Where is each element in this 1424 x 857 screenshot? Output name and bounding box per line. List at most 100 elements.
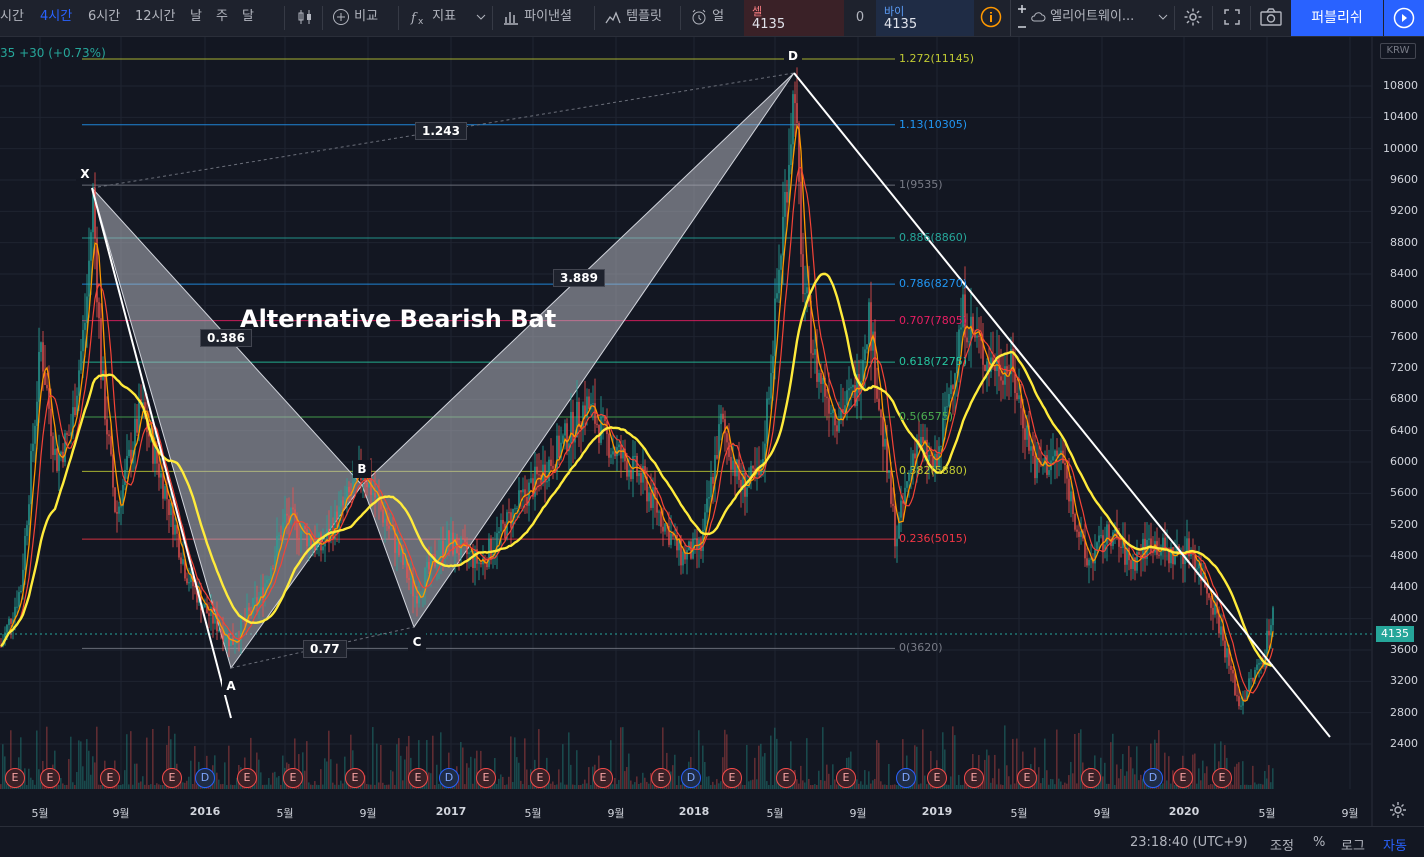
auto-toggle[interactable]: 자동 bbox=[1383, 839, 1407, 854]
earnings-event-marker[interactable]: E bbox=[722, 768, 742, 788]
axis-settings-button[interactable] bbox=[1388, 800, 1408, 824]
earnings-event-marker[interactable]: E bbox=[927, 768, 947, 788]
earnings-event-marker[interactable]: E bbox=[1212, 768, 1232, 788]
volume-bar bbox=[926, 784, 928, 789]
volume-bar bbox=[424, 784, 426, 789]
candle-body bbox=[248, 607, 250, 611]
volume-bar bbox=[1190, 785, 1192, 789]
publish-button[interactable]: 퍼블리쉬 bbox=[1291, 0, 1383, 36]
dividend-event-marker[interactable]: D bbox=[195, 768, 215, 788]
moving-average-line[interactable] bbox=[0, 167, 1274, 694]
candle-body bbox=[88, 260, 90, 297]
layout-selector[interactable]: 엘리어트웨이... bbox=[1030, 0, 1134, 36]
snapshot-button[interactable] bbox=[1260, 0, 1282, 36]
earnings-event-marker[interactable]: E bbox=[776, 768, 796, 788]
interval-day[interactable]: 날 bbox=[190, 9, 202, 24]
volume-bar bbox=[962, 784, 964, 789]
adjust-toggle[interactable]: 조정 bbox=[1270, 839, 1294, 854]
volume-bar bbox=[118, 784, 120, 789]
indicators-dropdown[interactable] bbox=[476, 0, 486, 36]
moving-average-line[interactable] bbox=[0, 123, 1274, 702]
publish-options-button[interactable] bbox=[1384, 0, 1424, 36]
earnings-event-marker[interactable]: E bbox=[283, 768, 303, 788]
volume-bar bbox=[90, 774, 92, 789]
candle-body bbox=[722, 413, 724, 420]
fullscreen-button[interactable] bbox=[1223, 0, 1241, 36]
dividend-event-marker[interactable]: D bbox=[681, 768, 701, 788]
sell-button[interactable]: 셀 4135 bbox=[744, 0, 844, 36]
candle-body bbox=[786, 191, 788, 203]
earnings-event-marker[interactable]: E bbox=[100, 768, 120, 788]
earnings-event-marker[interactable]: E bbox=[1017, 768, 1037, 788]
settings-button[interactable] bbox=[1183, 0, 1203, 36]
interval-4h[interactable]: 4시간 bbox=[40, 9, 73, 24]
dividend-event-marker[interactable]: D bbox=[1143, 768, 1163, 788]
layout-dropdown[interactable] bbox=[1158, 0, 1168, 36]
minus-icon[interactable] bbox=[1016, 21, 1028, 33]
volume-bar bbox=[808, 778, 810, 789]
candle-body bbox=[78, 370, 80, 396]
earnings-event-marker[interactable]: E bbox=[5, 768, 25, 788]
earnings-event-marker[interactable]: E bbox=[836, 768, 856, 788]
volume-bar bbox=[210, 784, 212, 789]
moving-average-line[interactable] bbox=[0, 272, 1274, 667]
candle-body bbox=[1124, 539, 1126, 565]
earnings-event-marker[interactable]: E bbox=[237, 768, 257, 788]
dividend-event-marker[interactable]: D bbox=[439, 768, 459, 788]
volume-bar bbox=[966, 784, 968, 789]
earnings-event-marker[interactable]: E bbox=[1173, 768, 1193, 788]
interval-12h[interactable]: 12시간 bbox=[135, 9, 176, 24]
earnings-event-marker[interactable]: E bbox=[40, 768, 60, 788]
volume-bar bbox=[1204, 773, 1206, 789]
earnings-event-marker[interactable]: E bbox=[408, 768, 428, 788]
candle-body bbox=[558, 435, 560, 458]
percent-toggle[interactable]: % bbox=[1313, 835, 1326, 850]
earnings-event-marker[interactable]: E bbox=[593, 768, 613, 788]
dividend-event-marker[interactable]: D bbox=[896, 768, 916, 788]
interval-month[interactable]: 달 bbox=[242, 9, 254, 24]
templates-button[interactable]: 템플릿 bbox=[604, 0, 662, 36]
compare-button[interactable]: 비교 bbox=[332, 0, 378, 36]
interval-1h[interactable]: 시간 bbox=[0, 9, 24, 24]
price-chart[interactable] bbox=[0, 37, 1424, 826]
earnings-event-marker[interactable]: E bbox=[651, 768, 671, 788]
volume-bar bbox=[616, 784, 618, 789]
candle-body bbox=[94, 187, 96, 239]
trade-info-button[interactable] bbox=[980, 0, 1002, 36]
candle-body bbox=[664, 523, 666, 532]
interval-6h[interactable]: 6시간 bbox=[88, 9, 121, 24]
earnings-event-marker[interactable]: E bbox=[476, 768, 496, 788]
candle-body bbox=[394, 528, 396, 553]
price-axis-label: 7600 bbox=[1390, 329, 1418, 343]
log-toggle[interactable]: 로그 bbox=[1341, 839, 1365, 854]
downtrend-line-xa[interactable] bbox=[91, 187, 232, 719]
price-axis-label: 9200 bbox=[1390, 204, 1418, 218]
candle-body bbox=[920, 436, 922, 448]
alert-button[interactable]: 얼 bbox=[690, 0, 724, 36]
volume-bar bbox=[324, 758, 326, 789]
candle-body bbox=[458, 553, 460, 556]
earnings-event-marker[interactable]: E bbox=[530, 768, 550, 788]
volume-bar bbox=[1108, 783, 1110, 789]
financials-button[interactable]: 파이낸셜 bbox=[502, 0, 572, 36]
volume-bar bbox=[374, 784, 376, 789]
candle-body bbox=[778, 269, 780, 294]
earnings-event-marker[interactable]: E bbox=[1081, 768, 1101, 788]
volume-bar bbox=[676, 784, 678, 789]
candle-body bbox=[514, 508, 516, 510]
earnings-event-marker[interactable]: E bbox=[162, 768, 182, 788]
plus-icon[interactable] bbox=[1016, 3, 1028, 15]
quantity-display[interactable]: 0 bbox=[844, 0, 876, 36]
clock[interactable]: 23:18:40 (UTC+9) bbox=[1130, 835, 1248, 850]
downtrend-line-main[interactable] bbox=[793, 72, 1331, 738]
earnings-event-marker[interactable]: E bbox=[345, 768, 365, 788]
candles-style-button[interactable] bbox=[296, 0, 314, 36]
volume-bar bbox=[1110, 742, 1112, 789]
candle-body bbox=[1114, 528, 1116, 533]
currency-badge[interactable]: KRW bbox=[1380, 43, 1416, 59]
buy-button[interactable]: 바이 4135 bbox=[876, 0, 974, 36]
earnings-event-marker[interactable]: E bbox=[964, 768, 984, 788]
interval-week[interactable]: 주 bbox=[216, 9, 228, 24]
candle-body bbox=[824, 377, 826, 397]
